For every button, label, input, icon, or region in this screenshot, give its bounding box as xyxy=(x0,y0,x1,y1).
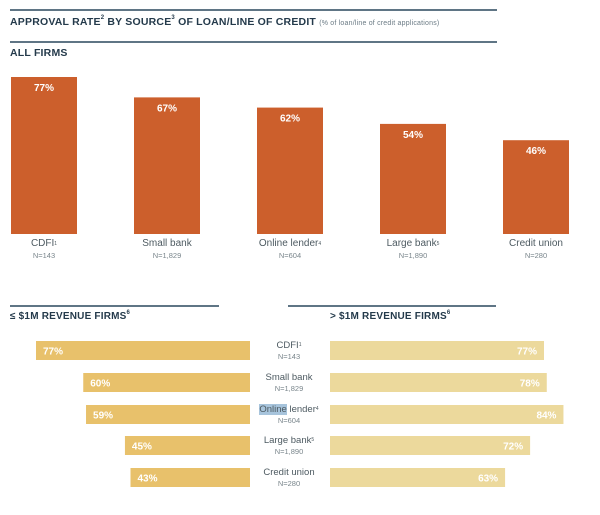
sample-size: N=1,890 xyxy=(274,447,304,456)
small-firms-value-label: 77% xyxy=(43,347,63,358)
large-firms-bar xyxy=(330,373,547,392)
chart-subtitle: (% of loan/line of credit applications) xyxy=(319,20,440,27)
sample-size: N=604 xyxy=(277,416,301,425)
large-firms-value-label: 63% xyxy=(478,474,498,485)
category-name: CDFI xyxy=(30,238,55,249)
large-firms-value-label: 77% xyxy=(517,347,537,358)
category-name: Online lender xyxy=(258,238,319,249)
category-label: Small bank N=1,829 xyxy=(117,238,217,262)
large-firms-bar xyxy=(330,405,564,424)
small-firms-bar xyxy=(124,436,250,455)
large-firms-bar xyxy=(330,436,531,455)
small-firms-bar xyxy=(36,341,250,360)
small-firms-bar xyxy=(130,468,250,487)
source-name: Small bank xyxy=(265,372,313,383)
small-firms-value-label: 43% xyxy=(137,474,157,485)
source-name: lender xyxy=(286,404,316,415)
title-sup: 3 xyxy=(171,15,175,21)
heading-sup: 6 xyxy=(126,310,131,316)
category-label: Large bank5 N=1,890 xyxy=(363,238,463,262)
category-label: Online lender4 N=604 xyxy=(240,238,340,262)
source-label: Credit union N=280 xyxy=(253,467,325,489)
footnote-sup: 4 xyxy=(318,241,322,247)
all-firms-heading: ALL FIRMS xyxy=(10,47,68,59)
small-firms-heading: ≤ $1M REVENUE FIRMS6 xyxy=(10,310,131,322)
source-label: Small bank N=1,829 xyxy=(253,372,325,394)
bar-value-label: 67% xyxy=(157,103,177,114)
title-part: BY SOURCE xyxy=(104,16,172,28)
category-name: Small bank xyxy=(142,238,192,249)
top-rule xyxy=(10,9,497,11)
source-name: CDFI xyxy=(276,340,299,351)
source-name: Credit union xyxy=(263,467,315,478)
bar-value-label: 62% xyxy=(280,114,300,125)
small-firms-value-label: 60% xyxy=(90,379,110,390)
large-firms-value-label: 78% xyxy=(520,379,540,390)
heading-text: > $1M REVENUE FIRMS xyxy=(330,311,447,322)
large-firms-value-label: 72% xyxy=(503,442,523,453)
source-label: Large bank5 N=1,890 xyxy=(253,435,325,457)
bar-large-bank xyxy=(380,123,446,234)
category-label: CDFI1 N=143 xyxy=(0,238,94,262)
sample-size: N=280 xyxy=(277,479,301,488)
source-label: CDFI1 N=143 xyxy=(253,340,325,362)
title-part: APPROVAL RATE xyxy=(10,16,101,28)
category-name: Large bank xyxy=(386,238,437,249)
sample-size: N=280 xyxy=(524,251,548,260)
bar-small-bank xyxy=(134,97,200,234)
small-firms-bar xyxy=(86,405,250,424)
bar-value-label: 77% xyxy=(34,83,54,94)
footnote-sup: 1 xyxy=(54,241,58,247)
small-firms-value-label: 45% xyxy=(132,442,152,453)
heading-sup: 6 xyxy=(446,310,451,316)
small-firms-rule xyxy=(10,305,219,307)
category-name: Credit union xyxy=(509,238,563,249)
revenue-split-chart: 77% 60% 59% 45% 43% 77% 78% 84% 72% 63% xyxy=(36,341,564,487)
heading-text: ≤ $1M REVENUE FIRMS xyxy=(10,311,127,322)
all-firms-chart: 77% 67% 62% 54% 46% xyxy=(11,77,569,234)
large-firms-value-label: 84% xyxy=(536,411,556,422)
bar-cdfi xyxy=(11,77,77,234)
footnote-sup: 5 xyxy=(436,241,440,247)
source-name: Large bank xyxy=(263,435,312,446)
highlighted-text: Online xyxy=(259,404,287,415)
footnote-sup: 5 xyxy=(311,437,315,443)
large-firms-bar xyxy=(330,341,544,360)
large-firms-rule xyxy=(288,305,496,307)
bar-credit-union xyxy=(503,140,569,234)
small-firms-value-label: 59% xyxy=(93,411,113,422)
footnote-sup: 4 xyxy=(315,406,319,412)
sample-size: N=1,829 xyxy=(152,251,182,260)
bar-value-label: 54% xyxy=(403,130,423,141)
sample-size: N=143 xyxy=(32,251,56,260)
sample-size: N=1,890 xyxy=(398,251,428,260)
category-label: Credit union N=280 xyxy=(486,238,586,262)
section-rule xyxy=(10,41,497,43)
sample-size: N=604 xyxy=(278,251,302,260)
small-firms-bar xyxy=(83,373,250,392)
bar-value-label: 46% xyxy=(526,146,546,157)
footnote-sup: 1 xyxy=(298,342,302,348)
sample-size: N=1,829 xyxy=(274,384,304,393)
sample-size: N=143 xyxy=(277,352,301,361)
chart-title: APPROVAL RATE2 BY SOURCE3 OF LOAN/LINE O… xyxy=(10,15,440,28)
title-part: OF LOAN/LINE OF CREDIT xyxy=(174,16,317,28)
source-label: Online lender4 N=604 xyxy=(253,404,325,426)
large-firms-heading: > $1M REVENUE FIRMS6 xyxy=(330,310,451,322)
large-firms-bar xyxy=(330,468,506,487)
title-sup: 2 xyxy=(100,15,105,21)
bar-online-lender xyxy=(257,107,323,234)
